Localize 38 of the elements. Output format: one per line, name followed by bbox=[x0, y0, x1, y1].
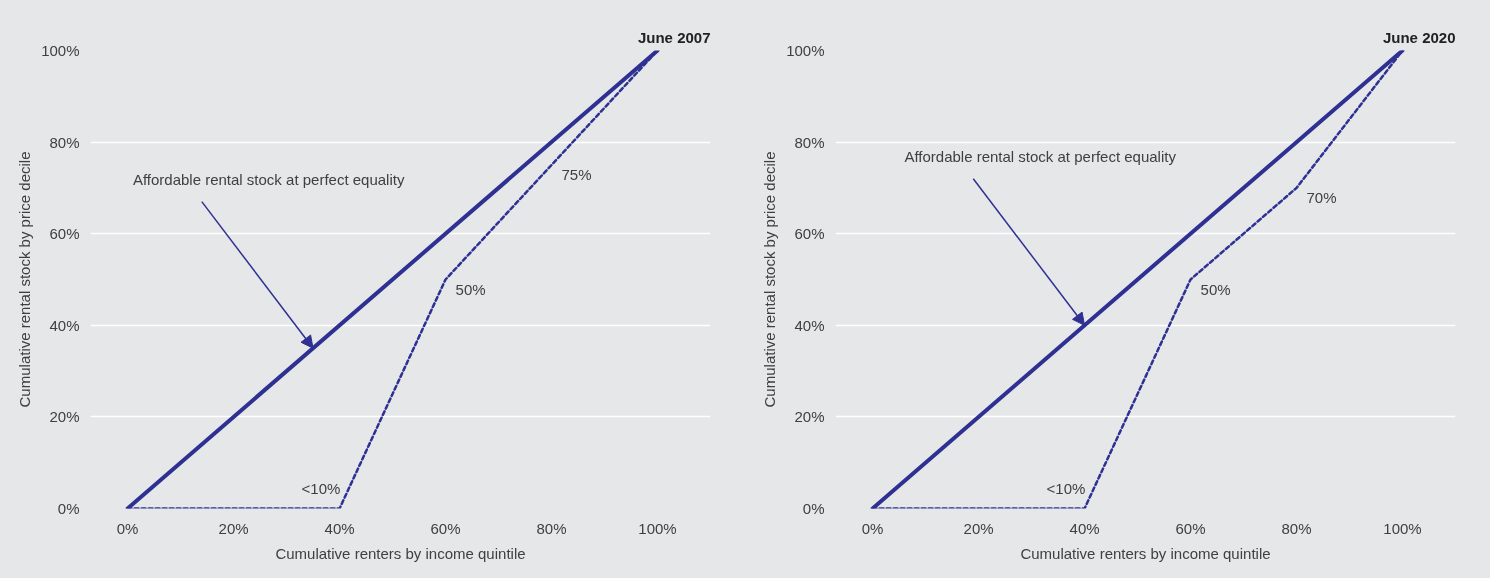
x-tick-label: 100% bbox=[638, 519, 677, 537]
y-tick-label: 100% bbox=[786, 42, 825, 59]
annotation: Affordable rental stock at perfect equality bbox=[132, 170, 405, 188]
y-tick-label: 20% bbox=[794, 408, 825, 426]
x-tick-label: 100% bbox=[1383, 519, 1422, 537]
x-tick-label: 60% bbox=[430, 519, 461, 537]
y-tick-label: 40% bbox=[49, 316, 80, 334]
y-tick-label: 0% bbox=[57, 500, 80, 517]
y-tick-label: 40% bbox=[794, 316, 825, 334]
x-tick-label: 40% bbox=[1069, 519, 1100, 537]
y-tick-label: 100% bbox=[41, 42, 80, 59]
y-tick-label: 60% bbox=[794, 225, 825, 243]
annotation: <10% bbox=[301, 479, 341, 497]
y-tick-label: 80% bbox=[794, 133, 825, 151]
x-tick-label: 40% bbox=[324, 519, 355, 537]
x-tick-label: 80% bbox=[1281, 519, 1312, 537]
chart-title: June 2007 bbox=[637, 28, 711, 46]
x-tick-label: 20% bbox=[963, 519, 994, 537]
y-axis-title: Cumulative rental stock by price decile bbox=[761, 151, 779, 408]
y-tick-label: 0% bbox=[802, 500, 825, 517]
y-tick-label: 60% bbox=[49, 225, 80, 243]
x-tick-label: 0% bbox=[116, 519, 139, 537]
annotation: 50% bbox=[1200, 280, 1231, 298]
x-tick-label: 20% bbox=[218, 519, 249, 537]
y-axis-title: Cumulative rental stock by price decile bbox=[16, 151, 34, 408]
x-tick-label: 60% bbox=[1175, 519, 1206, 537]
y-tick-label: 20% bbox=[49, 408, 80, 426]
chart-title: June 2020 bbox=[1382, 28, 1456, 46]
x-axis-title: Cumulative renters by income quintile bbox=[275, 544, 526, 562]
x-tick-label: 80% bbox=[536, 519, 567, 537]
x-axis-title: Cumulative renters by income quintile bbox=[1020, 544, 1271, 562]
annotation: <10% bbox=[1046, 479, 1086, 497]
annotation: Affordable rental stock at perfect equality bbox=[904, 148, 1177, 165]
annotation: 75% bbox=[561, 166, 592, 183]
annotation: 70% bbox=[1306, 188, 1337, 206]
y-tick-label: 80% bbox=[49, 133, 80, 151]
x-tick-label: 0% bbox=[861, 519, 884, 537]
annotation: 50% bbox=[455, 280, 486, 298]
